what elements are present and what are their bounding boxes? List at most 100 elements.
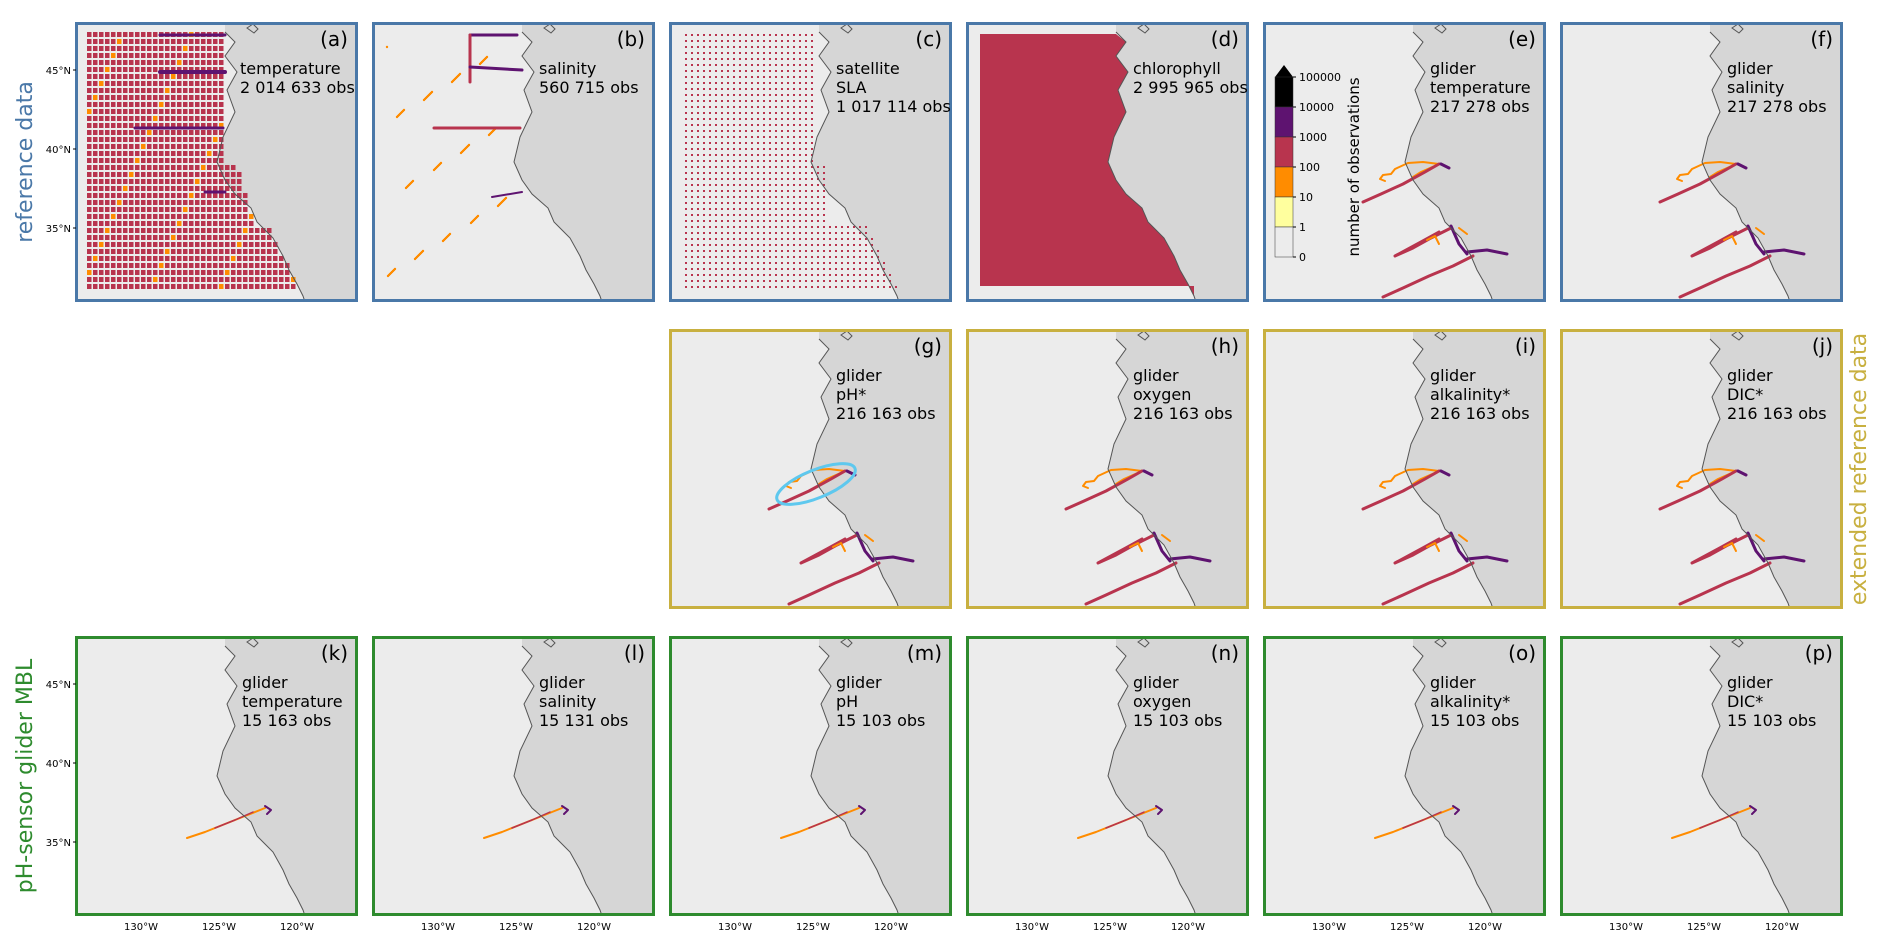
obs-cell (805, 52, 807, 54)
obs-cell (811, 136, 813, 138)
obs-cell (273, 263, 278, 268)
glider-track (1749, 805, 1757, 815)
obs-cell (787, 202, 789, 204)
obs-cell (123, 277, 128, 282)
colorbar-tick-label: 100 (1299, 161, 1320, 174)
obs-cell (721, 154, 723, 156)
obs-cell (165, 249, 170, 254)
land (1108, 329, 1249, 609)
obs-cell (117, 158, 122, 163)
obs-cell (177, 81, 182, 86)
obs-cell (703, 268, 705, 270)
obs-cell (153, 165, 158, 170)
obs-cell (201, 172, 206, 177)
obs-cell (171, 81, 176, 86)
obs-cell (739, 262, 741, 264)
obs-cell (147, 263, 152, 268)
obs-cell (237, 263, 242, 268)
obs-cell (231, 221, 236, 226)
obs-cell (739, 124, 741, 126)
obs-cell (781, 118, 783, 120)
obs-cell (709, 130, 711, 132)
obs-cell (727, 238, 729, 240)
obs-cell (93, 39, 98, 44)
obs-cell (853, 244, 855, 246)
obs-cell (775, 274, 777, 276)
obs-cell (745, 244, 747, 246)
obs-cell (805, 172, 807, 174)
obs-cell (177, 179, 182, 184)
obs-cell (195, 256, 200, 261)
obs-cell (781, 184, 783, 186)
obs-cell (105, 172, 110, 177)
obs-cell (745, 76, 747, 78)
lon-tick-label: 125°W (1687, 922, 1721, 933)
obs-cell (769, 172, 771, 174)
map-area (75, 22, 358, 302)
obs-cell (745, 226, 747, 228)
island (1731, 637, 1744, 648)
colorbar-bin (1274, 166, 1294, 198)
obs-cell (865, 256, 867, 258)
obs-cell (207, 102, 212, 107)
obs-cell (697, 148, 699, 150)
obs-cell (141, 263, 146, 268)
obs-cell (99, 200, 104, 205)
panel-label: (m) (907, 641, 942, 665)
obs-cell (709, 166, 711, 168)
obs-cell (141, 46, 146, 51)
obs-cell (739, 274, 741, 276)
obs-cell (123, 95, 128, 100)
obs-cell (817, 226, 819, 228)
obs-cell (207, 81, 212, 86)
obs-cell (691, 184, 693, 186)
obs-cell (715, 76, 717, 78)
obs-cell (213, 116, 218, 121)
obs-cell (709, 220, 711, 222)
obs-cell (733, 148, 735, 150)
obs-cell (763, 256, 765, 258)
obs-cell (775, 166, 777, 168)
obs-cell (189, 88, 194, 93)
colorbar-bin (1274, 226, 1294, 258)
obs-cell (703, 46, 705, 48)
obs-cell (781, 148, 783, 150)
obs-cell (165, 270, 170, 275)
obs-cell (117, 214, 122, 219)
obs-cell (751, 160, 753, 162)
obs-cell (829, 262, 831, 264)
row-label-mbl: pH-sensor glider MBL (13, 658, 38, 893)
obs-cell (691, 100, 693, 102)
obs-cell (93, 200, 98, 205)
obs-cell (201, 277, 206, 282)
obs-cell (781, 52, 783, 54)
panel-annotation: oxygen (1133, 385, 1191, 404)
obs-cell (135, 186, 140, 191)
obs-cell (871, 286, 873, 288)
obs-cell (189, 144, 194, 149)
obs-cell (177, 137, 182, 142)
obs-cell (189, 256, 194, 261)
panel-label: (f) (1810, 27, 1833, 51)
obs-cell (763, 166, 765, 168)
obs-cell (739, 136, 741, 138)
obs-cell (111, 109, 116, 114)
obs-cell (105, 207, 110, 212)
colorbar-tick-label: 1 (1299, 221, 1306, 234)
obs-cell (799, 46, 801, 48)
obs-cell (177, 88, 182, 93)
obs-cell (847, 250, 849, 252)
obs-cell (135, 263, 140, 268)
panel-label: (i) (1515, 334, 1536, 358)
obs-cell (237, 256, 242, 261)
obs-cell (183, 186, 188, 191)
obs-cell (231, 228, 236, 233)
obs-cell (793, 64, 795, 66)
obs-cell (859, 226, 861, 228)
obs-cell (219, 102, 224, 107)
obs-cell (93, 207, 98, 212)
obs-cell (781, 244, 783, 246)
row-label-extended: extended reference data (1847, 333, 1872, 605)
obs-cell (697, 94, 699, 96)
